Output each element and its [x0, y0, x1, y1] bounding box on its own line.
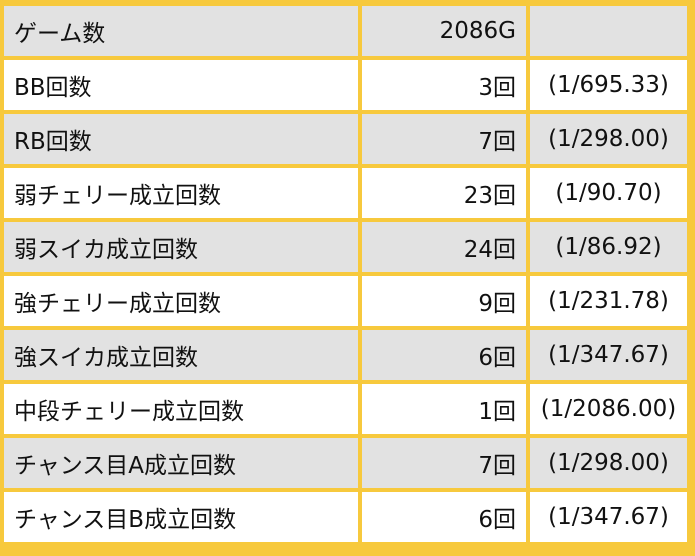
- table-row-rb: RB回数 7回 (1/298.00): [4, 114, 687, 164]
- table-row-weak-cherry: 弱チェリー成立回数 23回 (1/90.70): [4, 168, 687, 218]
- row-label: 強チェリー成立回数: [4, 276, 358, 326]
- row-label: 弱チェリー成立回数: [4, 168, 358, 218]
- row-rate: (1/347.67): [530, 492, 687, 542]
- table-row-strong-watermelon: 強スイカ成立回数 6回 (1/347.67): [4, 330, 687, 380]
- row-rate: (1/86.92): [530, 222, 687, 272]
- row-label: 弱スイカ成立回数: [4, 222, 358, 272]
- table-row-games: ゲーム数 2086G: [4, 6, 687, 56]
- row-count: 2086G: [362, 6, 526, 56]
- row-label: 強スイカ成立回数: [4, 330, 358, 380]
- row-count: 1回: [362, 384, 526, 434]
- row-label: RB回数: [4, 114, 358, 164]
- row-label: チャンス目A成立回数: [4, 438, 358, 488]
- row-count: 7回: [362, 114, 526, 164]
- table-row-chance-b: チャンス目B成立回数 6回 (1/347.67): [4, 492, 687, 542]
- row-label: チャンス目B成立回数: [4, 492, 358, 542]
- row-count: 3回: [362, 60, 526, 110]
- row-rate: (1/298.00): [530, 438, 687, 488]
- row-rate: (1/90.70): [530, 168, 687, 218]
- row-count: 24回: [362, 222, 526, 272]
- row-rate: (1/231.78): [530, 276, 687, 326]
- row-count: 7回: [362, 438, 526, 488]
- row-rate: (1/298.00): [530, 114, 687, 164]
- row-rate: (1/695.33): [530, 60, 687, 110]
- row-count: 9回: [362, 276, 526, 326]
- stats-table: ゲーム数 2086G BB回数 3回 (1/695.33) RB回数 7回 (1…: [4, 6, 687, 546]
- table-row-chance-a: チャンス目A成立回数 7回 (1/298.00): [4, 438, 687, 488]
- row-count: 6回: [362, 330, 526, 380]
- table-row-bb: BB回数 3回 (1/695.33): [4, 60, 687, 110]
- table-row-weak-watermelon: 弱スイカ成立回数 24回 (1/86.92): [4, 222, 687, 272]
- row-count: 6回: [362, 492, 526, 542]
- table-row-strong-cherry: 強チェリー成立回数 9回 (1/231.78): [4, 276, 687, 326]
- row-label: 中段チェリー成立回数: [4, 384, 358, 434]
- row-count: 23回: [362, 168, 526, 218]
- row-rate: [530, 6, 687, 56]
- table-row-middle-cherry: 中段チェリー成立回数 1回 (1/2086.00): [4, 384, 687, 434]
- row-rate: (1/347.67): [530, 330, 687, 380]
- row-label: BB回数: [4, 60, 358, 110]
- row-rate: (1/2086.00): [530, 384, 687, 434]
- row-label: ゲーム数: [4, 6, 358, 56]
